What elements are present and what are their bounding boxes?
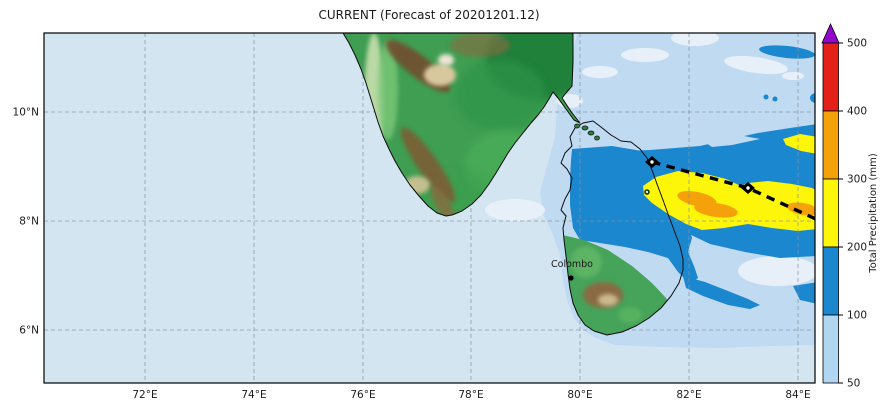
- track-waypoint-diamond: [741, 182, 755, 194]
- x-tick-label: 80°E: [567, 389, 592, 401]
- y-tick-label: 8°N: [19, 216, 39, 228]
- colorbar-tick-label: 400: [847, 106, 867, 118]
- x-axis-tick-labels: 72°E 74°E 76°E 78°E 80°E 82°E 84°E: [132, 389, 810, 401]
- city-label-colombo: Colombo: [551, 259, 593, 270]
- colorbar-segment-200-300: [822, 178, 839, 248]
- colorbar-tick-label: 500: [847, 38, 867, 50]
- colombo-dot: [568, 275, 574, 281]
- india-coastline: [342, 33, 581, 217]
- colorbar: 500 400 300 200 100 50 Total Precipitati…: [821, 23, 879, 390]
- x-tick-label: 74°E: [241, 389, 266, 401]
- adams-bridge-islands: [574, 123, 600, 141]
- sri-lanka-coastline: [560, 120, 684, 336]
- x-tick-label: 78°E: [458, 389, 483, 401]
- city-markers: [568, 189, 650, 281]
- colorbar-tick-label: 300: [847, 174, 867, 186]
- colorbar-over-arrow: [821, 23, 840, 44]
- precip-heavy-layer: [643, 134, 815, 231]
- colorbar-tick-labels: 500 400 300 200 100 50: [847, 38, 867, 390]
- colorbar-tick-label: 100: [847, 310, 867, 322]
- y-axis-tick-labels: 10°N 8°N 6°N: [13, 107, 39, 337]
- x-tick-label: 82°E: [676, 389, 701, 401]
- map-border: [43, 32, 816, 384]
- track-dashed-line: [651, 160, 815, 221]
- colorbar-tick-label: 50: [847, 378, 860, 390]
- colorbar-segment-100-200: [822, 246, 839, 316]
- x-tick-label: 72°E: [132, 389, 157, 401]
- colorbar-segment-300-400: [822, 110, 839, 180]
- colorbar-tick-label: 200: [847, 242, 867, 254]
- precip-intense-layer: [677, 190, 815, 218]
- colorbar-segment-400-500: [822, 42, 839, 112]
- y-tick-label: 10°N: [13, 107, 39, 119]
- x-tick-label: 76°E: [350, 389, 375, 401]
- colorbar-ticks: [838, 42, 843, 384]
- x-tick-label: 84°E: [785, 389, 810, 401]
- colorbar-segment-50-100: [822, 314, 839, 384]
- colorbar-title: Total Precipitation (mm): [868, 153, 879, 274]
- y-tick-label: 6°N: [19, 325, 39, 337]
- plot-title: CURRENT (Forecast of 20201201.12): [318, 8, 539, 22]
- storm-track: [645, 156, 815, 221]
- track-waypoint-diamond: [645, 156, 659, 168]
